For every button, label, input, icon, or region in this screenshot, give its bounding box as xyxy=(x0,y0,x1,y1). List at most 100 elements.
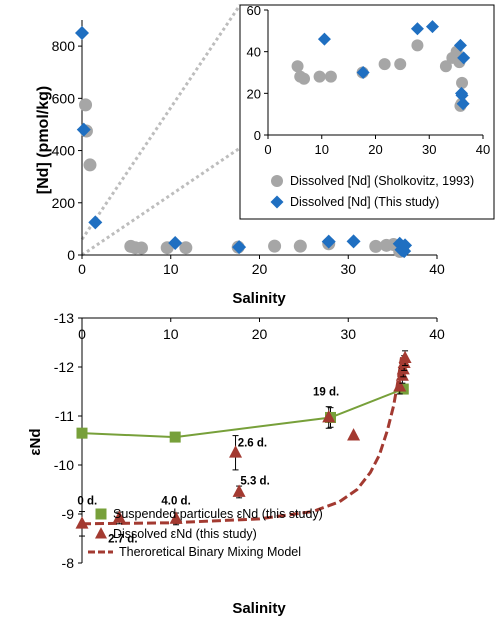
transit-time-label: 5.3 d. xyxy=(240,476,269,488)
dissolved-point xyxy=(229,445,243,458)
zoom-guide-line xyxy=(81,146,241,257)
eps-y-axis-label: εNd xyxy=(27,428,44,455)
eps-x-tick-label: 30 xyxy=(340,326,356,342)
particles-line xyxy=(81,388,404,439)
inset-sholkovitz-point xyxy=(324,70,337,83)
mixing-model-curve xyxy=(81,356,403,526)
series-1 xyxy=(75,26,413,259)
this-study-point xyxy=(76,122,91,137)
dissolved-point xyxy=(169,511,183,524)
dissolved-point xyxy=(396,361,410,375)
inset-sholkovitz-point xyxy=(456,76,469,89)
eps-x-tick-label: 40 xyxy=(429,326,445,342)
y-tick-label: 600 xyxy=(52,90,76,106)
inset-this-study-point xyxy=(457,51,471,65)
inset-y-tick-label: 40 xyxy=(247,45,261,60)
eps-x-tick-label: 10 xyxy=(163,326,179,342)
legend-diamond-icon xyxy=(270,195,284,209)
transit-time-label: 2.6 d. xyxy=(238,437,267,449)
inset-x-tick-label: 0 xyxy=(264,142,271,157)
inset-y-tick-label: 0 xyxy=(254,128,261,143)
y-axis-label: [Nd] (pmol/kg) xyxy=(35,86,52,194)
eps-y-tick-label: -13 xyxy=(54,310,74,326)
dissolved-series xyxy=(75,350,412,537)
transit-time-label: 19 d. xyxy=(313,387,339,399)
legend-label: Dissolved εNd (this study) xyxy=(113,527,257,541)
this-study-point xyxy=(398,238,413,253)
eps-y-tick-label: -9 xyxy=(62,506,75,522)
particles-series xyxy=(76,383,409,443)
inset-this-study-point xyxy=(317,32,331,46)
inset-this-study-point xyxy=(410,22,424,36)
sholkovitz-point xyxy=(293,239,307,253)
sholkovitz-point xyxy=(179,241,193,255)
x-tick-label: 0 xyxy=(78,261,86,277)
y-tick-label: 800 xyxy=(52,38,76,54)
inset-sholkovitz-point xyxy=(313,70,326,83)
inset-this-study-point xyxy=(356,66,370,79)
this-study-point xyxy=(321,234,336,249)
eps-legend: Suspended particules εNd (this study) Dis… xyxy=(88,507,323,559)
inset-y-tick-label: 20 xyxy=(247,86,261,101)
inset-sholkovitz-point xyxy=(439,60,452,73)
inset-x-tick-label: 40 xyxy=(476,142,490,157)
transit-time-label: 4.0 d. xyxy=(161,495,190,507)
this-study-point xyxy=(75,26,89,41)
inset-this-study-point xyxy=(455,88,469,102)
y-tick-label: 0 xyxy=(67,247,75,263)
x-tick-label: 20 xyxy=(252,261,268,277)
inset-zoom-chart: 0 20 40 60 0 10 20 30 40 Dissolved [Nd] (Sholkovi… xyxy=(239,3,495,220)
dissolved-point xyxy=(393,379,407,392)
dissolved-point xyxy=(398,350,412,364)
inset-sholkovitz-point xyxy=(394,58,407,71)
this-study-point xyxy=(346,234,361,249)
x-tick-label: 40 xyxy=(429,261,445,277)
y-tick-label: 400 xyxy=(52,143,76,159)
this-study-point xyxy=(232,240,247,255)
sholkovitz-point xyxy=(268,239,282,253)
inset-x-tick-label: 30 xyxy=(422,142,436,157)
legend-label: Dissolved [Nd] (Sholkovitz, 1993) xyxy=(290,174,474,188)
inset-sholkovitz-point xyxy=(298,72,311,85)
x-tick-label: 10 xyxy=(163,261,179,277)
inset-series-1 xyxy=(317,20,471,111)
dissolved-point xyxy=(322,409,336,423)
legend-triangle-icon xyxy=(95,527,107,539)
dissolved-point xyxy=(347,428,361,441)
inset-this-study-point xyxy=(453,38,467,52)
x-tick-label: 30 xyxy=(340,261,356,277)
eps-x-tick-label: 20 xyxy=(252,326,268,342)
eps-x-tick-label: 0 xyxy=(78,326,86,342)
dissolved-point xyxy=(112,510,126,523)
inset-this-study-point xyxy=(456,97,470,111)
x-axis-label: Salinity xyxy=(232,290,286,307)
inset-y-tick-label: 60 xyxy=(247,3,261,18)
eps-y-tick-label: -11 xyxy=(55,408,74,424)
inset-sholkovitz-point xyxy=(411,39,424,52)
eps-y-tick-label: -12 xyxy=(54,359,74,375)
sholkovitz-point xyxy=(134,241,148,255)
legend-square-icon xyxy=(95,508,107,520)
eps-x-axis-label: Salinity xyxy=(232,600,286,617)
inset-this-study-point xyxy=(425,20,439,34)
transit-time-label: 2.7 d. xyxy=(108,534,137,546)
epsilon-nd-chart: -8 -9 -10 -11 -12 -130 10 20 30 40 Salinity εNd 2.7 … xyxy=(27,310,445,617)
inset-x-tick-label: 20 xyxy=(368,142,382,157)
inset-x-tick-label: 10 xyxy=(315,142,329,157)
eps-y-tick-label: -8 xyxy=(62,555,75,571)
particles-point xyxy=(169,431,181,443)
legend-label: Theroretical Binary Mixing Model xyxy=(119,545,301,559)
sholkovitz-point xyxy=(369,239,383,253)
legend-label: Dissolved [Nd] (This study) xyxy=(290,195,439,209)
inset-legend: Dissolved [Nd] (Sholkovitz, 1993) Dissolv… xyxy=(270,174,474,209)
eps-y-tick-label: -10 xyxy=(54,457,74,473)
zoom-guide-line xyxy=(80,4,242,241)
dissolved-point xyxy=(395,368,409,381)
legend-circle-icon xyxy=(271,175,283,187)
particles-point xyxy=(76,427,88,439)
dissolved-point xyxy=(75,516,89,529)
this-study-point xyxy=(168,235,183,250)
y-tick-label: 200 xyxy=(52,195,76,211)
legend-label: Suspended particules εNd (this study) xyxy=(113,507,323,521)
